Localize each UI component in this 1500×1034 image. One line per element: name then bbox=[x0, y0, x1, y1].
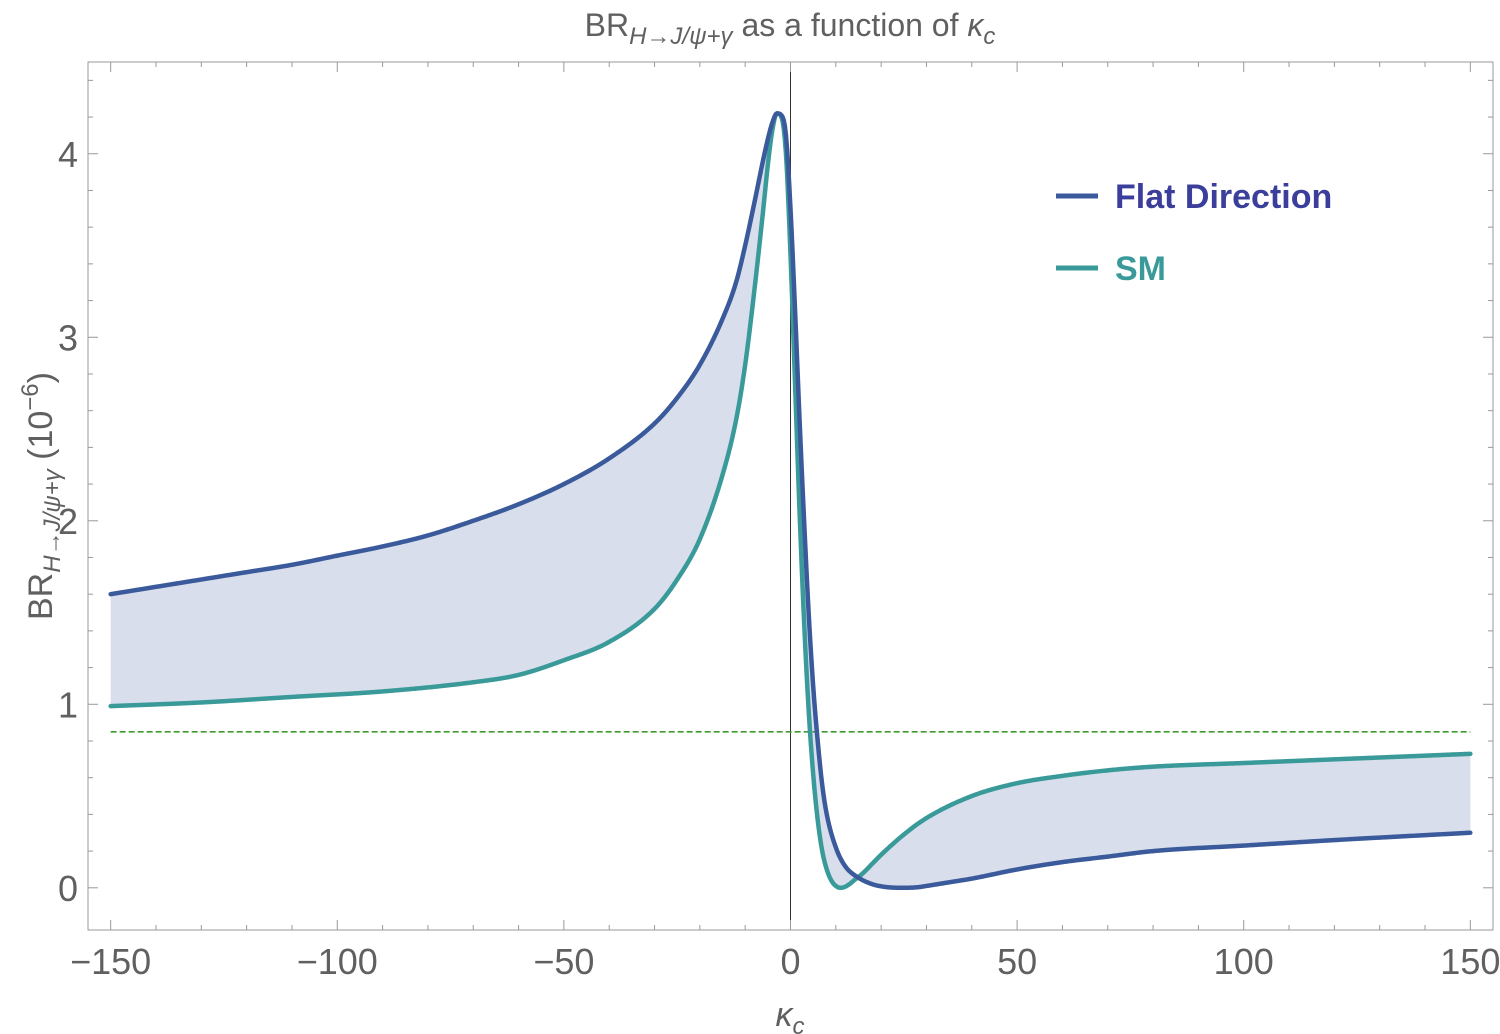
series-curves bbox=[108, 111, 1473, 891]
title-middle: as a function of bbox=[733, 7, 968, 43]
y-tick-labels: 0 1 2 3 4 bbox=[58, 134, 78, 909]
x-tick-label: 150 bbox=[1440, 941, 1500, 982]
y-tick-label: 2 bbox=[58, 501, 78, 542]
x-tick-label: 100 bbox=[1214, 941, 1274, 982]
x-axis-label: κc bbox=[776, 996, 805, 1034]
y-axis-label-unit-base: (10 bbox=[22, 411, 60, 470]
y-axis-label-unit-close: ) bbox=[22, 372, 60, 383]
title-symbol: κ bbox=[967, 7, 985, 43]
y-axis-label-subscript: H→J/ψ+γ bbox=[39, 467, 66, 572]
x-tick-labels: −150 −100 −50 0 50 100 150 bbox=[70, 941, 1500, 982]
x-tick-label: −150 bbox=[70, 941, 151, 982]
legend-label-flat-direction: Flat Direction bbox=[1115, 178, 1332, 216]
y-axis-label-prefix: BR bbox=[22, 573, 60, 620]
x-tick-label: 50 bbox=[997, 941, 1037, 982]
x-tick-label: 0 bbox=[780, 941, 800, 982]
y-axis-label: BRH→J/ψ+γ (10−6) bbox=[17, 372, 66, 620]
x-axis-label-subscript: c bbox=[793, 1013, 805, 1034]
x-tick-label: −100 bbox=[297, 941, 378, 982]
chart-title: BRH→J/ψ+γ as a function of κc bbox=[585, 7, 996, 50]
legend: Flat Direction SM bbox=[1056, 178, 1332, 288]
title-subscript: H→J/ψ+γ bbox=[629, 23, 734, 50]
y-tick-label: 3 bbox=[58, 317, 78, 358]
series-line-flat-direction bbox=[108, 111, 1473, 891]
y-tick-label: 1 bbox=[58, 684, 78, 725]
legend-label-sm: SM bbox=[1115, 250, 1166, 288]
y-axis-label-unit-exp: −6 bbox=[17, 383, 44, 410]
tick-marks bbox=[88, 62, 1493, 930]
y-tick-label: 4 bbox=[58, 134, 78, 175]
band-fill bbox=[110, 113, 1471, 888]
x-axis-label-symbol: κ bbox=[776, 996, 795, 1034]
title-prefix: BR bbox=[585, 7, 629, 43]
x-tick-label: −50 bbox=[533, 941, 594, 982]
title-symbol-subscript: c bbox=[983, 23, 995, 50]
y-tick-label: 0 bbox=[58, 868, 78, 909]
